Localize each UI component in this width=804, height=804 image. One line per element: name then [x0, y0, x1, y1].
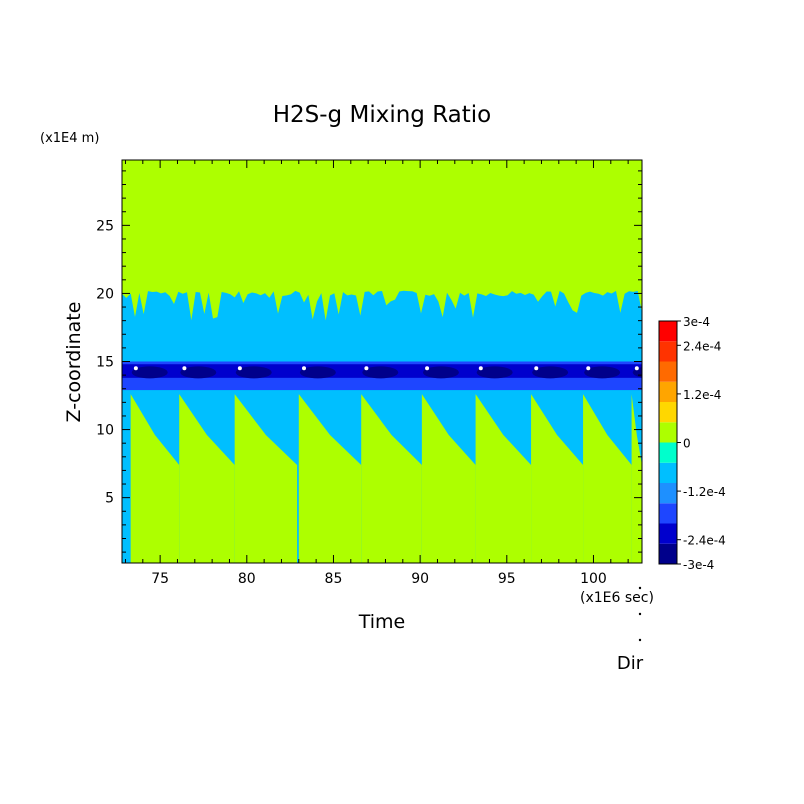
direction-indicator: Dir — [617, 586, 644, 674]
lower-plume — [361, 394, 422, 563]
y-tick-label: 25 — [96, 218, 114, 234]
colorbar-swatch — [659, 422, 677, 443]
x-axis-unit: (x1E6 sec) — [580, 590, 654, 606]
minimum-core — [362, 366, 399, 379]
colorbar-swatch — [659, 381, 677, 402]
minimum-core — [476, 366, 513, 379]
heatmap-field — [122, 160, 642, 563]
colorbar-swatch — [659, 503, 677, 524]
colorbar-swatch — [659, 483, 677, 504]
lower-plume — [631, 394, 642, 563]
lower-plume — [475, 394, 532, 563]
x-axis: 75 80 85 90 95 100 — [124, 160, 629, 587]
colorbar-swatch — [659, 321, 677, 342]
colorbar-swatch — [659, 402, 677, 423]
y-tick-label: 15 — [96, 355, 114, 371]
y-tick-label: 5 — [105, 491, 114, 507]
colorbar-swatch — [659, 341, 677, 362]
chart-title: H2S-g Mixing Ratio — [273, 102, 492, 128]
x-tick-label: 95 — [498, 571, 516, 587]
colorbar-label: -2.4e-4 — [683, 534, 726, 548]
y-axis-unit: (x1E4 m) — [40, 131, 99, 146]
lower-plume — [583, 394, 632, 563]
lower-plume — [179, 394, 235, 563]
minimum-core — [180, 366, 217, 379]
x-tick-label: 75 — [151, 571, 169, 587]
minimum-core-highlight — [302, 366, 306, 371]
y-axis: 5 10 15 20 25 — [96, 170, 642, 553]
colorbar-label: 1.2e-4 — [683, 388, 721, 402]
lower-plume — [234, 394, 298, 563]
x-tick-label: 80 — [238, 571, 256, 587]
colorbar-label: -3e-4 — [683, 558, 714, 572]
x-tick-label: 90 — [411, 571, 429, 587]
minimum-core — [422, 366, 459, 379]
y-axis-label: Z-coordinate — [63, 302, 85, 423]
minimum-core-highlight — [586, 366, 591, 371]
colorbar-swatch — [659, 523, 677, 544]
lower-plume — [531, 394, 584, 563]
colorbar-swatch — [659, 462, 677, 483]
minimum-core — [299, 366, 336, 379]
minimum-core — [532, 366, 569, 379]
x-tick-label: 85 — [325, 571, 343, 587]
minimum-core-highlight — [133, 366, 138, 371]
minimum-core-highlight — [182, 366, 187, 371]
colorbar-swatch — [659, 442, 677, 463]
lower-plume — [421, 394, 476, 563]
x-axis-label: Time — [358, 611, 406, 633]
lower-plume — [298, 394, 362, 563]
colorbar-swatch — [659, 543, 677, 564]
colorbar-swatch — [659, 361, 677, 382]
colorbar-label: 0 — [683, 437, 691, 451]
x-tick-label: 100 — [580, 571, 607, 587]
lower-plume — [130, 394, 180, 563]
minimum-core — [584, 366, 621, 379]
minimum-core — [235, 366, 272, 379]
direction-label: Dir — [617, 653, 644, 674]
minimum-core-highlight — [634, 366, 639, 371]
minimum-core-highlight — [425, 366, 430, 371]
minimum-core — [131, 366, 168, 379]
minimum-core-highlight — [237, 366, 242, 371]
colorbar-label: 3e-4 — [683, 315, 710, 329]
colorbar: 3e-4 2.4e-4 1.2e-4 0 -1.2e-4 -2.4e-4 -3e-4 — [658, 315, 726, 572]
colorbar-label: -1.2e-4 — [683, 485, 726, 499]
minimum-core-highlight — [534, 366, 539, 371]
y-tick-label: 20 — [96, 286, 114, 302]
minimum-core-highlight — [364, 366, 369, 371]
minimum-core-highlight — [478, 366, 483, 371]
colorbar-label: 2.4e-4 — [683, 339, 721, 353]
y-tick-label: 10 — [96, 423, 114, 439]
